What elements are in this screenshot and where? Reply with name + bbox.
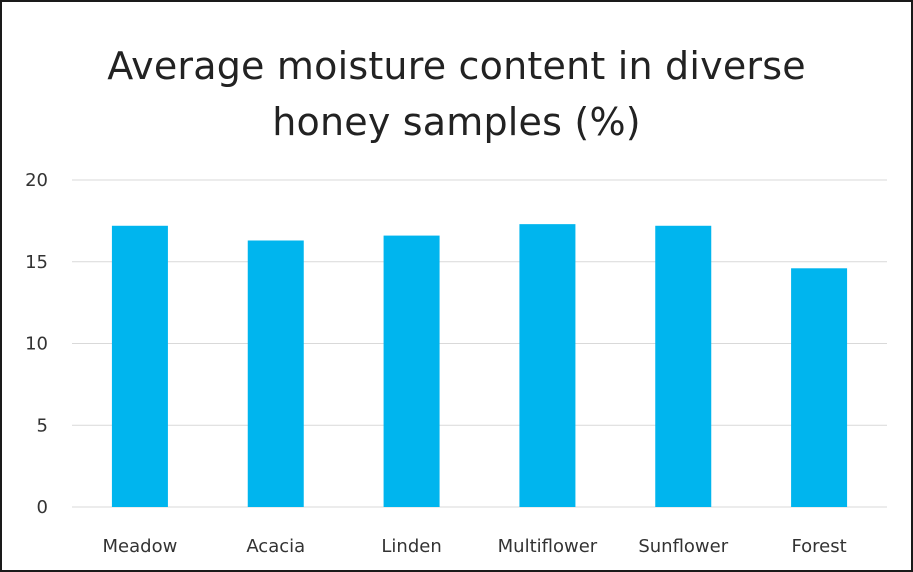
x-tick-label: Linden <box>381 536 441 557</box>
y-tick-label: 5 <box>37 415 48 436</box>
x-tick-label: Forest <box>791 536 846 557</box>
x-tick-label: Sunflower <box>638 536 728 557</box>
bar-linden <box>383 235 440 507</box>
x-tick-label: Meadow <box>103 536 178 557</box>
bar-meadow <box>111 225 168 507</box>
bar-multiflower <box>519 224 576 507</box>
bar-sunflower <box>655 225 712 507</box>
y-tick-label: 15 <box>25 252 48 273</box>
y-tick-label: 0 <box>37 497 48 518</box>
y-tick-label: 20 <box>25 170 48 191</box>
chart-title: Average moisture content in diverse hone… <box>107 44 806 144</box>
x-tick-label: Multiflower <box>498 536 598 557</box>
y-tick-label: 10 <box>25 334 48 355</box>
bar-acacia <box>247 240 304 507</box>
bar-forest <box>791 268 848 507</box>
x-tick-label: Acacia <box>246 536 305 557</box>
